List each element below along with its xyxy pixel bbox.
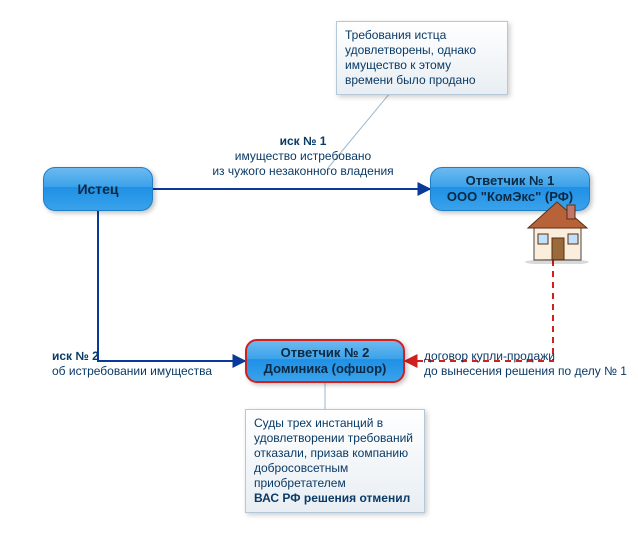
note-bottom-text2: ВАС РФ решения отменил (254, 491, 410, 505)
note-top: Требования истца удовлетворены, однако и… (336, 21, 508, 95)
note-bottom-text1: Суды трех инстанций в удовлетворении тре… (254, 416, 413, 490)
label-claim2-sub: об истребовании имущества (52, 364, 212, 378)
diagram-canvas: Истец Ответчик № 1 ООО "КомЭкс" (РФ) Отв… (0, 0, 638, 547)
node-defendant2-label: Ответчик № 2 Доминика (офшор) (264, 345, 387, 376)
note-bottom: Суды трех инстанций в удовлетворении тре… (245, 409, 425, 513)
edge-claim2 (98, 211, 245, 361)
house-icon (520, 196, 595, 264)
node-defendant2: Ответчик № 2 Доминика (офшор) (245, 339, 405, 383)
label-claim1-title: иск № 1 (280, 134, 327, 148)
node-plaintiff-label: Истец (77, 181, 118, 198)
edge-sale (405, 260, 553, 361)
label-sale-sub: до вынесения решения по делу № 1 (424, 364, 627, 378)
label-sale-title: договор купли-продажи (424, 349, 555, 363)
label-claim1-sub: имущество истребовано из чужого незаконн… (212, 149, 393, 178)
node-plaintiff: Истец (43, 167, 153, 211)
label-claim2: иск № 2 об истребовании имущества (52, 349, 232, 379)
label-claim2-title: иск № 2 (52, 349, 99, 363)
label-sale: договор купли-продажи до вынесения решен… (424, 349, 634, 379)
label-claim1: иск № 1 имущество истребовано из чужого … (188, 134, 418, 179)
note-top-text: Требования истца удовлетворены, однако и… (345, 28, 476, 87)
